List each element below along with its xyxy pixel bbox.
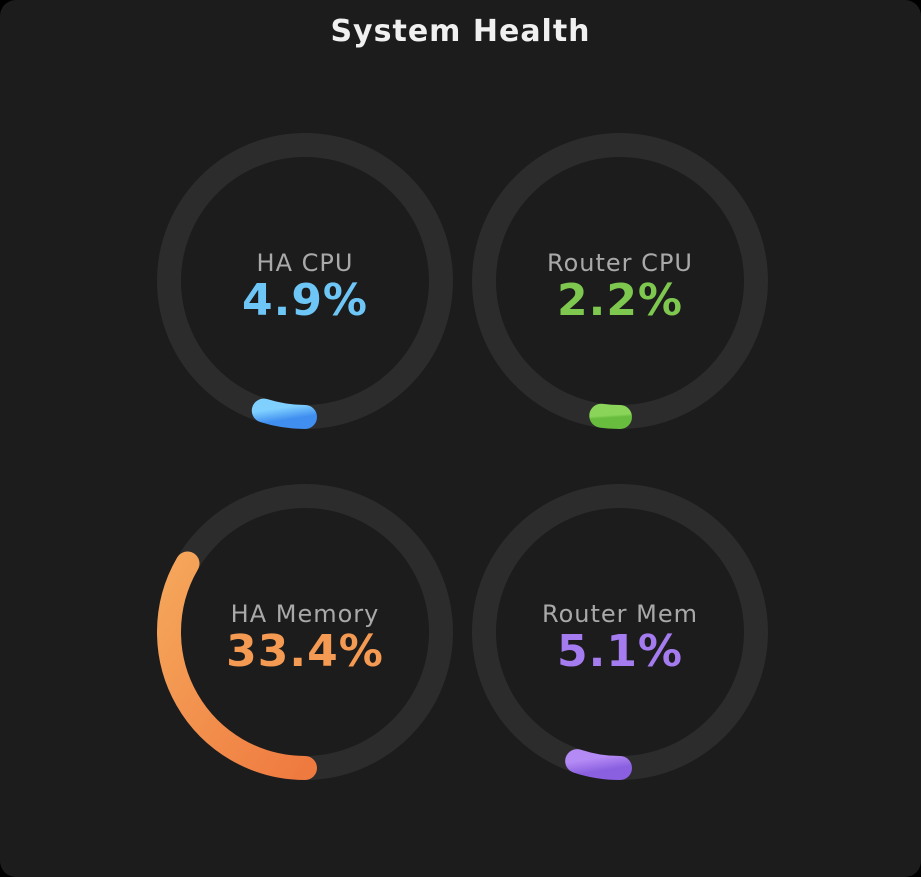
gauge-router-cpu: Router CPU 2.2% <box>470 131 770 431</box>
gauge-value: 4.9% <box>241 275 369 326</box>
gauge-ring <box>472 484 768 780</box>
gauge-progress-arc <box>589 403 632 429</box>
gauge-label: HA Memory <box>230 600 380 628</box>
gauge-ha-memory: HA Memory 33.4% <box>155 482 455 782</box>
gauge-ring <box>157 133 453 429</box>
card-title: System Health <box>330 14 591 49</box>
gauge-value: 5.1% <box>556 626 684 677</box>
gauge-label: HA CPU <box>256 249 354 277</box>
gauge-router-mem: Router Mem 5.1% <box>470 482 770 782</box>
gauge-progress-arc <box>251 398 317 429</box>
gauge-label: Router CPU <box>547 249 693 277</box>
gauge-ring <box>472 133 768 429</box>
gauge-ring <box>157 484 453 780</box>
gauge-value: 33.4% <box>226 626 384 677</box>
gauge-value: 2.2% <box>556 275 684 326</box>
gauge-ha-cpu: HA CPU 4.9% <box>155 131 455 431</box>
gauge-label: Router Mem <box>541 600 698 628</box>
gauge-progress-arc <box>157 551 317 780</box>
gauge-progress-arc <box>565 749 632 780</box>
